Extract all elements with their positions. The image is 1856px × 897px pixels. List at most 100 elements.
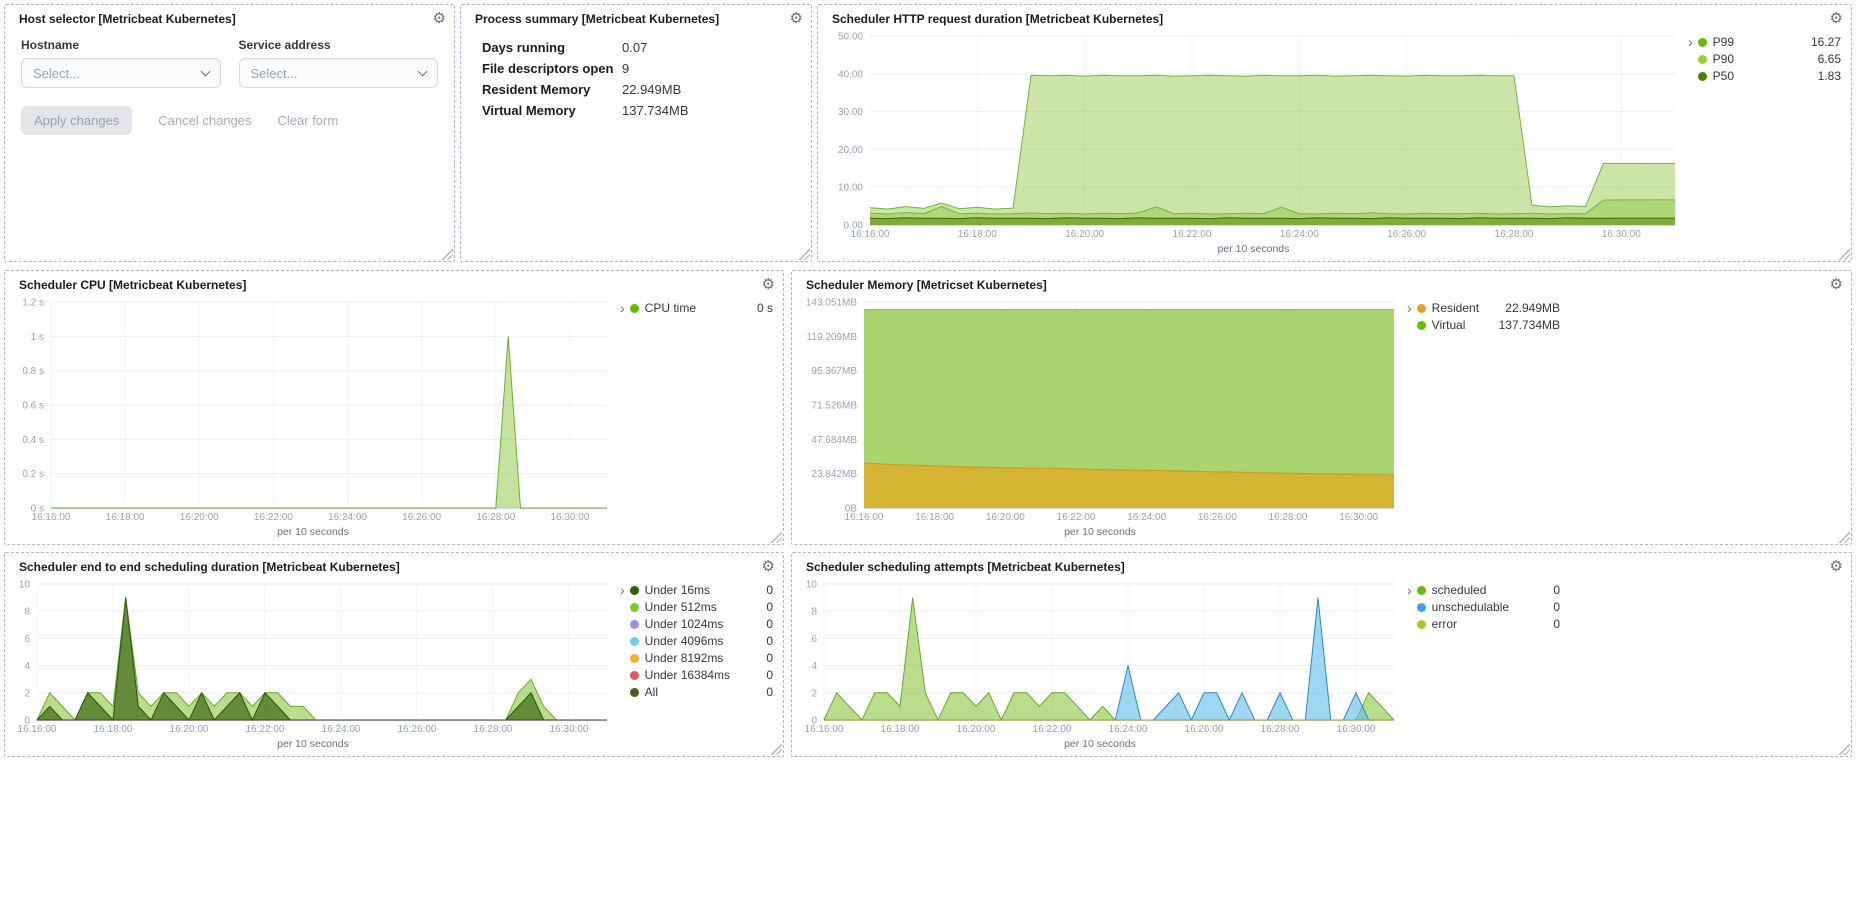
legend-item[interactable]: Virtual 137.734MB (1416, 319, 1560, 331)
panel-resize-handle[interactable] (440, 247, 453, 260)
host-selector-buttons: Apply changes Cancel changes Clear form (5, 88, 454, 135)
area-chart[interactable]: 0 s 0.2 s 0.4 s 0.6 s 0.8 s 1 s 1.2 s 16:16:00 1… (9, 294, 617, 526)
service-address-select[interactable]: Select... (238, 58, 438, 88)
legend-series-value: 0 (766, 617, 773, 631)
legend-item[interactable]: CPU time 0 s (629, 301, 773, 315)
panel-title: Scheduler scheduling attempts [Metricbea… (806, 560, 1125, 574)
legend-series-value: 0 s (756, 301, 773, 315)
panel-resize-handle[interactable] (1837, 742, 1850, 755)
x-tick-label: 16:30:00 (550, 512, 589, 523)
legend-item[interactable]: Under 512ms 0 (629, 601, 773, 613)
legend-series-label: unschedulable (1431, 601, 1510, 613)
x-tick-label: 16:20:00 (986, 512, 1025, 523)
series-line-p99 (869, 74, 1675, 210)
legend-collapse-icon[interactable]: › (620, 300, 625, 316)
legend-item[interactable]: Under 8192ms 0 (629, 651, 773, 665)
chart-svg: 0B 23.842MB 47.684MB 71.526MB 95.367MB 119.20… (806, 298, 1395, 523)
process-summary-table: Days running 0.07 File descriptors open … (461, 28, 811, 138)
legend-items: Under 16ms 0 Under 512ms 0 Under 1024ms 0 Unde… (629, 584, 775, 754)
legend-series-value: 0 (766, 668, 773, 682)
y-tick-label: 50.00 (838, 32, 863, 43)
x-tick-label: 16:28:00 (1495, 229, 1534, 240)
panel-resize-handle[interactable] (1837, 530, 1850, 543)
x-tick-label: 16:18:00 (915, 512, 954, 523)
area-chart[interactable]: 0.00 10.00 20.00 30.00 40.00 50.00 16:16:00 16:… (822, 28, 1685, 243)
legend-item[interactable]: Under 1024ms 0 (629, 617, 773, 631)
legend-item[interactable]: P50 1.83 (1697, 69, 1841, 83)
legend-item[interactable]: Under 4096ms 0 (629, 635, 773, 647)
legend-collapse-icon[interactable]: › (1407, 300, 1412, 316)
legend-item[interactable]: Under 16ms 0 (629, 584, 773, 596)
y-tick-label: 30.00 (838, 107, 863, 118)
y-tick-label: 8 (24, 607, 30, 618)
x-tick-label: 16:26:00 (1387, 229, 1426, 240)
chart-legend: › P99 16.27 P90 6.65 P50 1.83 (1685, 28, 1843, 259)
metric-value: 0.07 (622, 40, 648, 55)
apply-changes-button[interactable]: Apply changes (21, 106, 133, 135)
legend-series-dot (629, 636, 639, 646)
hostname-select[interactable]: Select... (21, 58, 221, 88)
timeseries-visualization: 0 2 4 6 8 10 16:16:00 16:18:00 16:20:00 16:22:00 1… (5, 576, 783, 756)
cancel-changes-button[interactable]: Cancel changes (158, 113, 252, 128)
x-tick-label: 16:26:00 (402, 512, 441, 523)
legend-collapse-icon[interactable]: › (1688, 34, 1693, 50)
x-tick-label: 16:30:00 (550, 724, 589, 735)
area-chart[interactable]: 0B 23.842MB 47.684MB 71.526MB 95.367MB 119.20… (796, 294, 1404, 526)
legend-series-value: 0 (766, 651, 773, 665)
series-line-p50 (869, 217, 1675, 220)
panel-header: Host selector [Metricbeat Kubernetes] ⚙ (5, 5, 454, 28)
area-chart[interactable]: 0 2 4 6 8 10 16:16:00 16:18:00 16:20:00 16:22:00 1… (796, 576, 1404, 738)
panel-title: Host selector [Metricbeat Kubernetes] (19, 12, 236, 26)
x-tick-label: 16:22:00 (1057, 512, 1096, 523)
series-area-scheduled (824, 597, 1394, 720)
gear-icon[interactable]: ⚙ (432, 10, 446, 27)
legend-item[interactable]: unschedulable 0 (1416, 600, 1560, 614)
clear-form-button[interactable]: Clear form (277, 113, 339, 128)
gear-icon[interactable]: ⚙ (1829, 10, 1843, 27)
legend-items: Resident 22.949MB Virtual 137.734MB (1416, 302, 1562, 542)
legend-series-value: 0 (766, 685, 773, 699)
x-tick-label: 16:16:00 (851, 229, 890, 240)
legend-item[interactable]: All 0 (629, 685, 773, 699)
legend-series-label: Virtual (1431, 319, 1466, 331)
gear-icon[interactable]: ⚙ (1829, 276, 1843, 293)
gear-icon[interactable]: ⚙ (789, 10, 803, 27)
hostname-label: Hostname (21, 38, 80, 52)
y-tick-label: 0 (24, 716, 30, 727)
x-axis-label: per 10 seconds (1217, 243, 1290, 255)
y-tick-label: 10.00 (838, 183, 863, 194)
y-tick-label: 20.00 (838, 145, 863, 156)
legend-series-value: 0 (1553, 600, 1560, 614)
legend-item[interactable]: Resident 22.949MB (1416, 302, 1560, 314)
gear-icon[interactable]: ⚙ (761, 558, 775, 575)
y-tick-label: 2 (811, 688, 817, 699)
legend-series-dot (629, 303, 639, 313)
panel-title: Scheduler CPU [Metricbeat Kubernetes] (19, 278, 247, 292)
legend-series-dot (629, 670, 639, 680)
legend-item[interactable]: P90 6.65 (1697, 53, 1841, 65)
legend-item[interactable]: error 0 (1416, 618, 1560, 630)
area-chart[interactable]: 0 2 4 6 8 10 16:16:00 16:18:00 16:20:00 16:22:00 1… (9, 576, 617, 738)
legend-collapse-icon[interactable]: › (620, 582, 625, 598)
panel-resize-handle[interactable] (797, 247, 810, 260)
chart-svg: 0 s 0.2 s 0.4 s 0.6 s 0.8 s 1 s 1.2 s 16:16:00 1… (22, 298, 607, 523)
legend-series-value: 1.83 (1817, 69, 1841, 83)
metric-value: 137.734MB (622, 103, 689, 118)
legend-series-dot (629, 687, 639, 697)
gear-icon[interactable]: ⚙ (761, 276, 775, 293)
chevron-down-icon (417, 66, 428, 76)
chart-legend: › Resident 22.949MB Virtual 137.734MB (1404, 294, 1562, 542)
legend-collapse-icon[interactable]: › (1407, 582, 1412, 598)
legend-item[interactable]: scheduled 0 (1416, 584, 1560, 596)
gear-icon[interactable]: ⚙ (1829, 558, 1843, 575)
legend-series-dot (1416, 303, 1426, 313)
panel-scheduler-http-request-duration: Scheduler HTTP request duration [Metricb… (817, 4, 1852, 262)
y-tick-label: 0 s (31, 504, 44, 515)
legend-item[interactable]: P99 16.27 (1697, 36, 1841, 48)
x-tick-label: 16:24:00 (1109, 724, 1148, 735)
y-tick-label: 1.2 s (22, 298, 44, 309)
service-address-field: Service address Select... (238, 38, 438, 88)
x-tick-label: 16:20:00 (1065, 229, 1104, 240)
legend-item[interactable]: Under 16384ms 0 (629, 668, 773, 682)
series-area-resident (864, 463, 1394, 508)
